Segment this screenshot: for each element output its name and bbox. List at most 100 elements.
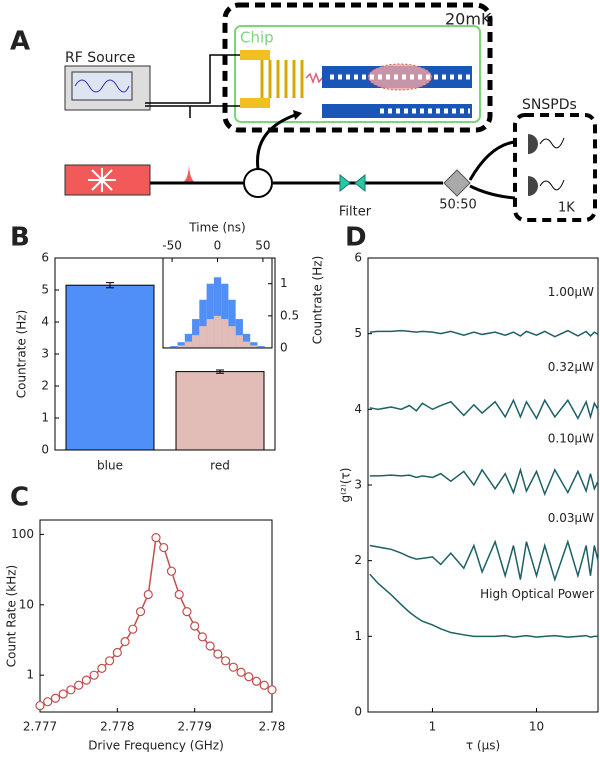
chip-box — [234, 25, 481, 123]
y-tick-label: 0 — [354, 705, 362, 719]
point — [120, 636, 130, 647]
point — [43, 697, 53, 707]
x-tick-label: 2.778 — [100, 720, 134, 734]
histogram-bar — [213, 315, 222, 348]
point — [197, 632, 207, 642]
electrode — [240, 98, 270, 108]
histogram-bar — [199, 326, 207, 348]
histogram-bar — [221, 283, 229, 348]
y-tick-label: 4 — [41, 315, 49, 329]
error-bar — [216, 369, 224, 374]
idt — [260, 60, 304, 98]
rf-wave — [74, 79, 130, 93]
series-line — [369, 573, 598, 638]
histogram-bar — [228, 299, 236, 348]
x-tick-label: 1 — [429, 720, 437, 734]
series-label: 0.03μW — [548, 511, 594, 525]
point — [143, 589, 153, 600]
y-tick-label: 6 — [354, 251, 362, 265]
x-axis-label: Drive Frequency (GHz) — [88, 739, 224, 753]
x-tick-label: 0 — [214, 239, 222, 253]
rf-screen — [71, 71, 133, 101]
histogram-bar — [184, 333, 193, 348]
panel-label: C — [10, 483, 29, 513]
point — [35, 700, 45, 711]
series-label: 0.32μW — [548, 360, 594, 374]
point — [81, 675, 92, 685]
splitter-label: 50:50 — [439, 198, 476, 213]
x-tick-label: 2.779 — [177, 720, 211, 734]
point — [267, 685, 277, 695]
y-tick-label: 1 — [41, 411, 49, 425]
y-tick-label: 10 — [19, 597, 34, 611]
x-tick-label: 2.78 — [259, 720, 286, 734]
acoustic-wave — [305, 71, 323, 85]
histogram-bar — [250, 342, 258, 348]
y-tick-label: 100 — [11, 527, 34, 541]
series-line — [39, 535, 273, 707]
y-tick-label: 0 — [41, 443, 49, 457]
histogram-bar — [177, 342, 185, 348]
point — [174, 589, 184, 600]
bar — [65, 284, 155, 451]
histogram-bar — [213, 277, 222, 348]
series-label: 1.00μW — [548, 285, 594, 299]
point — [221, 656, 231, 666]
series-label: 0.10μW — [548, 432, 594, 446]
histogram-bar — [206, 319, 214, 348]
x-tick-label: -50 — [162, 239, 182, 253]
point — [104, 656, 115, 666]
histogram-bar — [192, 335, 200, 348]
point — [205, 641, 215, 651]
point — [244, 672, 254, 682]
histogram-bar — [221, 319, 229, 348]
y-axis-label: g⁽²⁾(τ) — [339, 468, 353, 503]
y-tick-label: 2 — [354, 553, 362, 567]
y-tick-label: 6 — [41, 251, 49, 265]
point — [251, 676, 262, 686]
point — [190, 621, 200, 631]
mode — [367, 63, 433, 91]
point — [74, 680, 84, 690]
point — [228, 662, 238, 672]
laser-icon — [88, 168, 116, 192]
series-line — [369, 398, 599, 421]
rf-cable — [145, 54, 240, 118]
point — [112, 647, 122, 658]
fridge-label: 20mK — [445, 10, 492, 29]
splitter — [443, 169, 471, 197]
fiber — [256, 112, 299, 170]
histogram-bar — [228, 326, 236, 348]
detector-label: SNSPDs — [522, 97, 577, 113]
point — [128, 624, 138, 634]
histogram-bar — [192, 319, 200, 348]
point — [182, 607, 192, 617]
detector-cable — [539, 137, 565, 191]
holes — [330, 74, 470, 114]
y2-tick-label: 0 — [280, 341, 288, 355]
fridge-box — [222, 2, 493, 133]
error-bar — [106, 282, 114, 289]
histogram-bar — [250, 345, 258, 348]
y-tick-label: 1 — [26, 668, 34, 682]
y-tick-label: 5 — [354, 326, 362, 340]
point — [159, 542, 169, 553]
y-tick-label: 2 — [41, 379, 49, 393]
histogram-bar — [199, 299, 207, 348]
point — [236, 667, 246, 677]
detector-stage: 1K — [558, 201, 575, 216]
rf-label: RF Source — [65, 50, 135, 66]
y-axis-label: Count Rate (kHz) — [5, 565, 19, 667]
series-line — [369, 329, 599, 338]
histogram-bar — [242, 341, 251, 348]
y2-axis-label: Countrate (Hz) — [311, 256, 325, 345]
detector-box — [513, 113, 597, 222]
point — [151, 532, 161, 543]
filter-label: Filter — [339, 205, 372, 220]
panel-label: B — [10, 223, 30, 253]
histogram-bar — [235, 319, 243, 348]
panel-label: D — [345, 223, 367, 253]
series-label: High Optical Power — [480, 587, 594, 601]
diagram: A B C D 20mK Chip RF Source Filter 50:50 — [10, 2, 597, 513]
